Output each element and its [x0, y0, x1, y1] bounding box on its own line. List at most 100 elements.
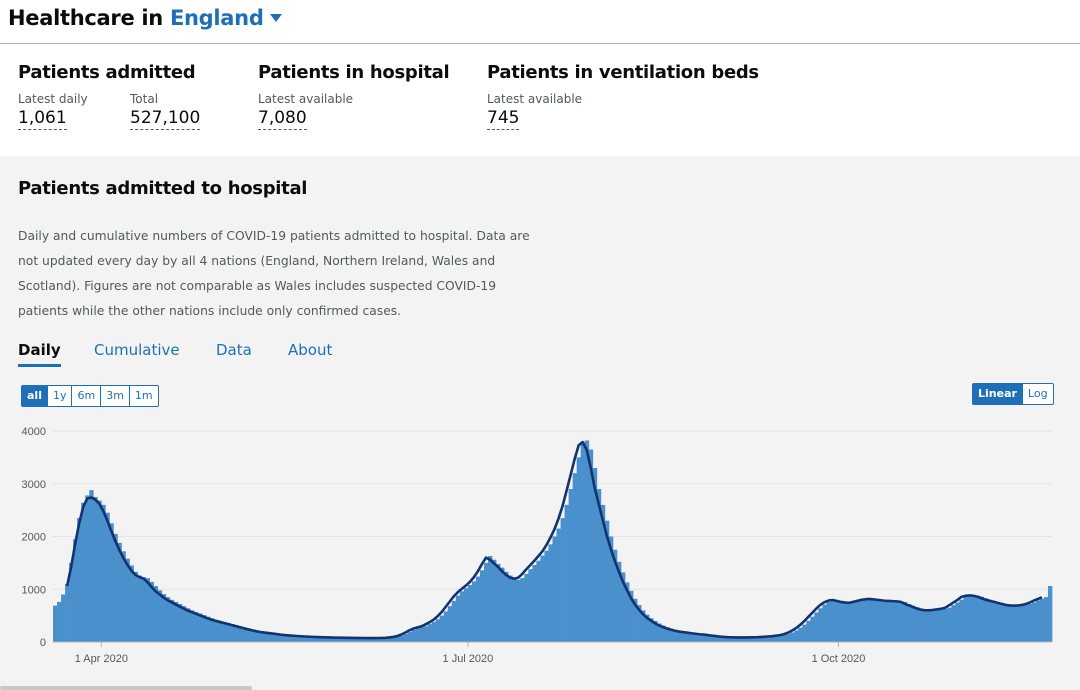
- bar: [302, 636, 308, 642]
- area-selector[interactable]: England: [170, 6, 282, 30]
- bar: [294, 635, 300, 642]
- bar: [133, 571, 138, 642]
- bar: [105, 512, 110, 642]
- bar: [149, 581, 155, 642]
- bar: [576, 457, 582, 643]
- page-title: Healthcare in England: [8, 6, 282, 30]
- headline-patients-admitted: Patients admitted Latest daily 1,061 Tot…: [18, 62, 201, 130]
- bar: [1019, 605, 1025, 642]
- bar: [745, 637, 751, 642]
- bar: [222, 621, 227, 642]
- bar: [343, 637, 348, 642]
- bar: [822, 604, 827, 642]
- bar: [246, 628, 251, 642]
- metric-value[interactable]: 1,061: [18, 108, 67, 130]
- bar: [141, 577, 146, 642]
- bar: [697, 633, 702, 642]
- bar: [496, 563, 501, 642]
- bar: [484, 562, 489, 643]
- page-title-prefix: Healthcare in: [8, 6, 163, 30]
- area-name[interactable]: England: [169, 6, 264, 30]
- bar: [173, 601, 179, 642]
- bar: [463, 588, 469, 642]
- bar: [641, 610, 646, 642]
- bar: [431, 621, 437, 642]
- bar: [947, 607, 952, 642]
- y-axis-labels: 0 1000 2000 3000 4000: [22, 426, 46, 649]
- bar: [963, 596, 968, 642]
- bar: [874, 599, 880, 642]
- bar: [504, 571, 509, 642]
- metric-value[interactable]: 745: [487, 108, 520, 130]
- scale-button-group: Linear Log: [972, 383, 1054, 405]
- bar: [701, 634, 706, 642]
- bar: [451, 600, 457, 642]
- bar: [379, 637, 384, 642]
- bar: [886, 600, 892, 642]
- bar: [258, 631, 263, 642]
- bar: [439, 615, 445, 643]
- bar: [1027, 604, 1033, 642]
- bar: [455, 595, 461, 642]
- range-all-button[interactable]: all: [22, 386, 47, 406]
- scale-log-button[interactable]: Log: [1021, 384, 1053, 404]
- bar: [757, 637, 763, 642]
- bar: [572, 473, 578, 642]
- metric-latest-available: Latest available 7,080: [258, 92, 353, 130]
- tab-daily[interactable]: Daily: [18, 341, 61, 367]
- bar: [145, 578, 151, 642]
- bar: [927, 610, 932, 642]
- bar: [911, 605, 916, 642]
- bar: [741, 637, 747, 642]
- bar: [649, 618, 654, 642]
- bar: [77, 518, 82, 642]
- scale-linear-button[interactable]: Linear: [973, 384, 1022, 404]
- bar: [818, 608, 823, 642]
- y-tick-label: 0: [40, 637, 46, 649]
- bar: [117, 542, 122, 642]
- bar: [266, 632, 271, 642]
- page-header: Healthcare in England: [0, 0, 1080, 44]
- bar: [89, 490, 94, 642]
- bar: [262, 631, 267, 642]
- bar: [645, 614, 650, 642]
- bar: [290, 635, 296, 642]
- metric-value[interactable]: 527,100: [130, 108, 201, 130]
- bar: [339, 637, 344, 642]
- bar: [729, 637, 735, 642]
- range-1m-button[interactable]: 1m: [128, 386, 158, 406]
- bar: [189, 610, 195, 642]
- bar: [600, 504, 606, 642]
- bar: [391, 637, 396, 642]
- tab-data[interactable]: Data: [216, 341, 252, 359]
- range-1y-button[interactable]: 1y: [46, 386, 72, 406]
- tab-cumulative[interactable]: Cumulative: [94, 341, 180, 359]
- bar: [987, 599, 992, 642]
- bar: [882, 600, 888, 642]
- bar: [326, 637, 332, 642]
- bar: [492, 559, 497, 642]
- metric-value[interactable]: 7,080: [258, 108, 307, 130]
- bar: [218, 620, 223, 642]
- bar: [991, 600, 996, 642]
- bar: [890, 600, 896, 642]
- horizontal-scrollbar[interactable]: [0, 686, 252, 690]
- bar: [467, 585, 473, 642]
- bar: [1039, 598, 1045, 642]
- range-6m-button[interactable]: 6m: [71, 386, 100, 406]
- bar: [939, 609, 944, 642]
- bar: [274, 633, 279, 642]
- range-3m-button[interactable]: 3m: [100, 386, 129, 406]
- bar: [915, 607, 920, 642]
- metric-label: Total: [130, 92, 159, 106]
- bar: [367, 638, 372, 642]
- bar: [407, 631, 412, 642]
- admissions-chart: 0 1000 2000 3000 4000 1 Apr 2020 1 Jul 2020 1 …: [22, 426, 1053, 665]
- tab-about[interactable]: About: [288, 341, 333, 359]
- caret-down-icon[interactable]: [269, 14, 282, 22]
- metric-label: Latest available: [487, 92, 583, 106]
- bar: [214, 619, 219, 642]
- bar: [81, 502, 86, 642]
- bar: [560, 518, 565, 642]
- bar: [210, 618, 215, 642]
